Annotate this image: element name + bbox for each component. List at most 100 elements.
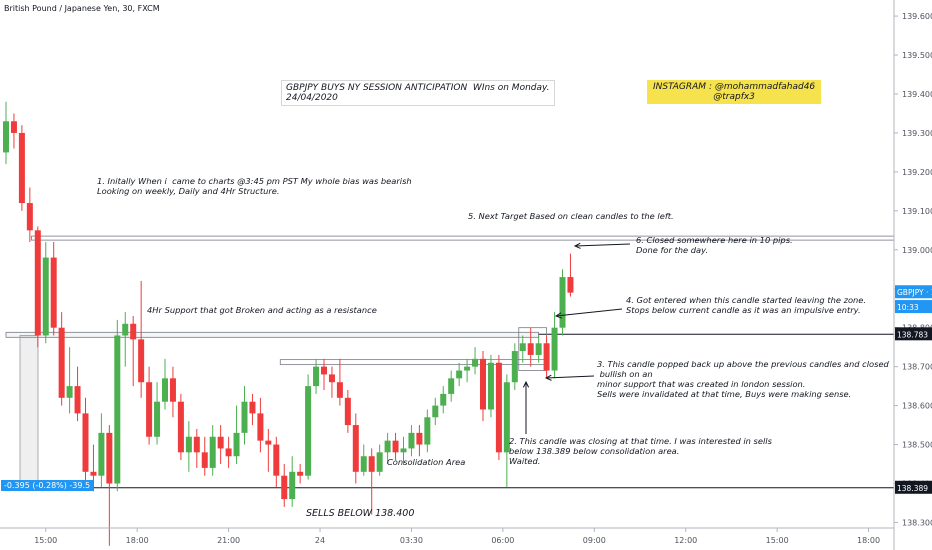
candle-body [169, 378, 176, 402]
candle-body [201, 452, 208, 468]
note-2: 2. This candle was closing at that time.… [509, 436, 772, 466]
candle-body [34, 230, 41, 336]
price-tag-label: 138.389 [897, 484, 928, 493]
price-tick-label: 139.300 [902, 129, 932, 138]
price-tag-label: 138.783 [897, 330, 928, 339]
candle-body [281, 475, 288, 500]
candle-body [98, 432, 105, 476]
annotation-arrows [522, 242, 631, 434]
consolidation-label: Consolidation Area [387, 457, 466, 467]
candle-body [82, 413, 89, 472]
candle-body [328, 374, 335, 383]
candle-body [3, 121, 9, 153]
arrow-head [573, 242, 581, 249]
candle-body [114, 335, 121, 484]
candle-body [273, 444, 280, 476]
candle-body [265, 440, 272, 445]
candle-body [90, 471, 97, 476]
candle-body [154, 401, 161, 437]
candle-body [257, 413, 264, 441]
candle-body [392, 440, 399, 453]
support-resistance-zone [5, 331, 540, 338]
price-tag-label: 10:33 [897, 303, 919, 312]
candle-body [495, 362, 502, 453]
candle-body [408, 432, 415, 449]
candle-body [567, 277, 574, 293]
candle-body [519, 343, 526, 352]
price-tick-label: 139.000 [902, 246, 932, 255]
time-tick-label: 09:00 [583, 536, 606, 545]
candle-body [74, 386, 81, 414]
candle-body [527, 343, 534, 355]
candle-body [289, 471, 296, 500]
candle-body [368, 456, 375, 472]
price-tick-label: 139.400 [902, 90, 932, 99]
note-1: 1. Initally When i came to charts @3:45 … [97, 176, 412, 196]
candle-body [535, 343, 542, 355]
candle-body [249, 401, 256, 414]
time-tick-label: 12:00 [674, 536, 697, 545]
candle-body [344, 397, 351, 426]
candle-body [26, 203, 33, 231]
candle-body [456, 370, 463, 379]
candle-body [185, 436, 192, 453]
candle-body [233, 432, 240, 457]
candle-body [305, 386, 312, 476]
candle-body [360, 456, 367, 472]
minor-support-zone [279, 359, 548, 366]
candle-body [543, 343, 550, 371]
arrow-head [554, 312, 562, 319]
price-tag [895, 300, 932, 314]
support-note: 4Hr Support that got Broken and acting a… [147, 305, 377, 315]
candle-body [480, 358, 486, 410]
price-tag-label: GBPJPY · 138.891 [897, 288, 932, 297]
sells-below-label: SELLS BELOW 138.400 [306, 508, 415, 519]
candle-body [559, 277, 566, 328]
note-3: 3. This candle popped back up above the … [597, 359, 889, 399]
arrow-line [574, 243, 631, 247]
arrow-line [545, 375, 595, 379]
price-tick-label: 139.200 [902, 168, 932, 177]
time-axis[interactable]: 15:00 18:00 21:00 24 03:30 06:00 09:00 12:00 15:… [0, 527, 932, 545]
candle-body [487, 362, 494, 410]
candle-body [432, 405, 439, 418]
candle-body [10, 121, 17, 133]
candle-body [177, 401, 184, 453]
candle-body [416, 432, 423, 445]
candle-body [424, 417, 431, 445]
chart-symbol-title: British Pound / Japanese Yen, 30, FXCM [4, 4, 160, 13]
candle-body [106, 432, 113, 484]
price-axis[interactable]: 138.300138.400138.500138.600138.700138.8… [893, 0, 932, 550]
price-tick-label: 138.700 [902, 363, 932, 372]
note-4: 4. Got entered when this candle started … [626, 295, 867, 315]
arrow-line [555, 308, 623, 317]
instagram-note: INSTAGRAM : @mohammadfahad46 @trapfx3 [647, 80, 822, 104]
time-tick-label: 21:00 [217, 536, 240, 545]
arrow-head [522, 380, 530, 388]
candle-body [313, 366, 320, 387]
time-tick-label: 03:30 [400, 536, 423, 545]
candle-body [42, 257, 49, 336]
candle-body [130, 323, 137, 340]
measure-label: -0.395 (-0.28%) -39.5 [1, 480, 94, 491]
time-tick-label: 06:00 [491, 536, 514, 545]
price-tick-label: 139.600 [902, 12, 932, 21]
price-levels [5, 235, 895, 489]
candle-body [336, 382, 343, 398]
note-5: 5. Next Target Based on clean candles to… [468, 211, 674, 221]
candle-body [138, 339, 145, 383]
candle-body [225, 448, 232, 457]
price-tag [895, 327, 932, 341]
time-tick-label: 18:00 [857, 536, 880, 545]
candle-body [146, 382, 153, 437]
measure-box [19, 335, 39, 489]
price-tag [895, 480, 932, 494]
candle-body [209, 436, 216, 468]
price-tick-label: 139.500 [902, 51, 932, 60]
candle-body [376, 452, 383, 472]
candle-body [162, 378, 168, 402]
candle-body [58, 327, 65, 398]
chart-header-note: GBPJPY BUYS NY SESSION ANTICIPATION WIns… [282, 81, 554, 105]
time-tick-label: 24 [315, 536, 325, 545]
